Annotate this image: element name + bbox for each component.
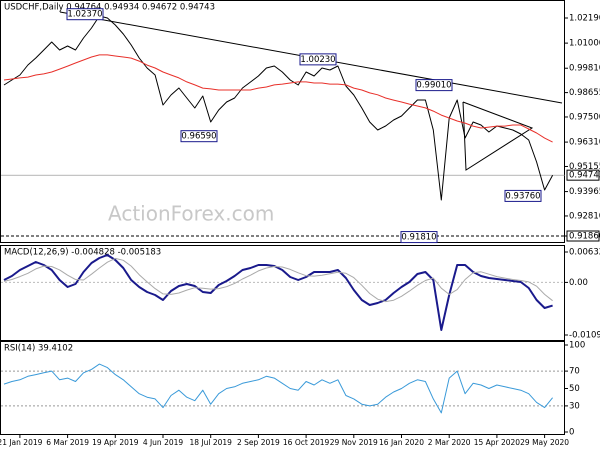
level-box (299, 53, 337, 66)
last-price-box (566, 169, 600, 181)
level-box (180, 130, 218, 143)
macd-title: MACD(12,26,9) -0.004828 -0.005183 (4, 248, 161, 258)
series-line (3, 15, 554, 201)
y-tick-label: -0.010939 (569, 330, 600, 340)
x-tick-label: 6 Mar 2019 (46, 438, 89, 447)
y-tick-label: 100 (569, 341, 585, 351)
x-tick-label: 2 Sep 2019 (237, 438, 280, 447)
level-box (400, 231, 438, 244)
price-title: USDCHF,Daily 0.94764 0.94934 0.94672 0.9… (4, 3, 215, 13)
x-tick-label: 16 Jan 2020 (379, 438, 424, 447)
price-panel (0, 0, 565, 243)
y-tick-label: 30 (569, 401, 580, 411)
level-box (504, 189, 542, 202)
level-label: 0.99010 (416, 81, 451, 91)
y-tick-label: 0.95155 (569, 162, 600, 172)
y-tick-label: 0.006321 (569, 248, 600, 258)
macd-panel (0, 245, 565, 341)
rsi-title: RSI(14) 39.4102 (4, 344, 73, 354)
y-tick-label: 0.98655 (569, 88, 600, 98)
y-tick-label: 0.00 (569, 278, 588, 288)
x-tick-label: 21 Jan 2019 (0, 438, 43, 447)
watermark: ActionForex.com (108, 202, 274, 226)
series-line (3, 54, 553, 143)
series-line (3, 363, 553, 414)
level-label: 0.91810 (401, 233, 436, 243)
y-tick-label: 1.02190 (569, 14, 600, 24)
y-tick-box (566, 230, 600, 242)
level-label: 0.93760 (505, 191, 540, 201)
rsi-panel (0, 341, 565, 435)
x-tick-label: 29 May 2020 (520, 438, 569, 447)
level-label: 1.02370 (67, 10, 102, 20)
level-label: 1.00230 (300, 55, 335, 65)
last-price-label: 0.94743 (569, 171, 600, 181)
series-line (3, 254, 553, 331)
x-tick-label: 2 Mar 2020 (428, 438, 471, 447)
x-tick-label: 4 Jun 2019 (143, 438, 184, 447)
x-tick-label: 16 Oct 2019 (283, 438, 330, 447)
x-tick-label: 19 Apr 2019 (92, 438, 139, 447)
level-label: 0.96590 (181, 132, 216, 142)
y-tick-label: 0.93965 (569, 187, 600, 197)
level-box (66, 8, 104, 21)
level-box (415, 79, 453, 92)
x-tick-label: 29 Nov 2019 (330, 438, 378, 447)
series-line (3, 257, 553, 303)
y-tick-label: 50 (569, 384, 580, 394)
x-tick-label: 18 Jul 2019 (189, 438, 232, 447)
x-tick-label: 15 Apr 2020 (474, 438, 521, 447)
y-tick-label: 0 (569, 428, 574, 438)
y-tick-label: 70 (569, 367, 580, 377)
